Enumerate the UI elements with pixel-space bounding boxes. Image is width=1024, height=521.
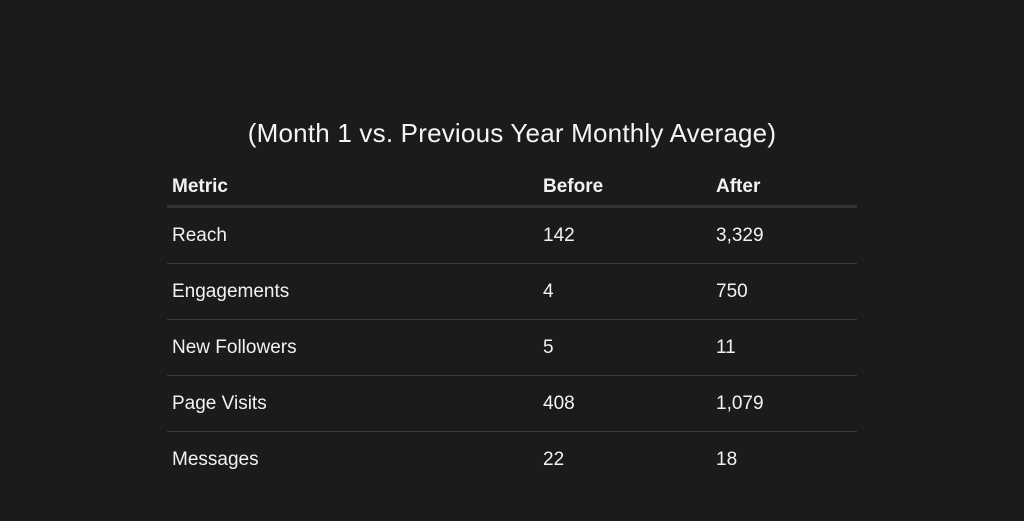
metric-cell: New Followers xyxy=(172,336,297,358)
after-cell: 750 xyxy=(716,280,748,302)
after-cell: 18 xyxy=(716,448,738,470)
metric-cell: Engagements xyxy=(172,280,290,302)
table-row: New Followers 5 11 xyxy=(167,320,857,376)
table-row: Page Visits 408 1,079 xyxy=(167,376,857,432)
metric-cell: Page Visits xyxy=(172,392,267,414)
table-title: (Month 1 vs. Previous Year Monthly Avera… xyxy=(247,118,777,148)
header-metric: Metric xyxy=(172,176,228,197)
table-header-row: Metric Before After xyxy=(167,172,857,208)
after-cell: 3,329 xyxy=(716,224,764,246)
metrics-table: Metric Before After Reach 142 3,329 Enga… xyxy=(167,172,857,487)
before-cell: 22 xyxy=(543,448,565,470)
table-row: Messages 22 18 xyxy=(167,432,857,487)
after-cell: 1,079 xyxy=(716,392,764,414)
metric-cell: Messages xyxy=(172,448,259,470)
table-row: Engagements 4 750 xyxy=(167,264,857,320)
before-cell: 4 xyxy=(543,280,554,302)
before-cell: 142 xyxy=(543,224,575,246)
before-cell: 5 xyxy=(543,336,554,358)
before-cell: 408 xyxy=(543,392,575,414)
header-after: After xyxy=(716,176,761,197)
after-cell: 11 xyxy=(716,336,736,358)
header-before: Before xyxy=(543,176,604,197)
metric-cell: Reach xyxy=(172,224,227,246)
table-row: Reach 142 3,329 xyxy=(167,208,857,264)
